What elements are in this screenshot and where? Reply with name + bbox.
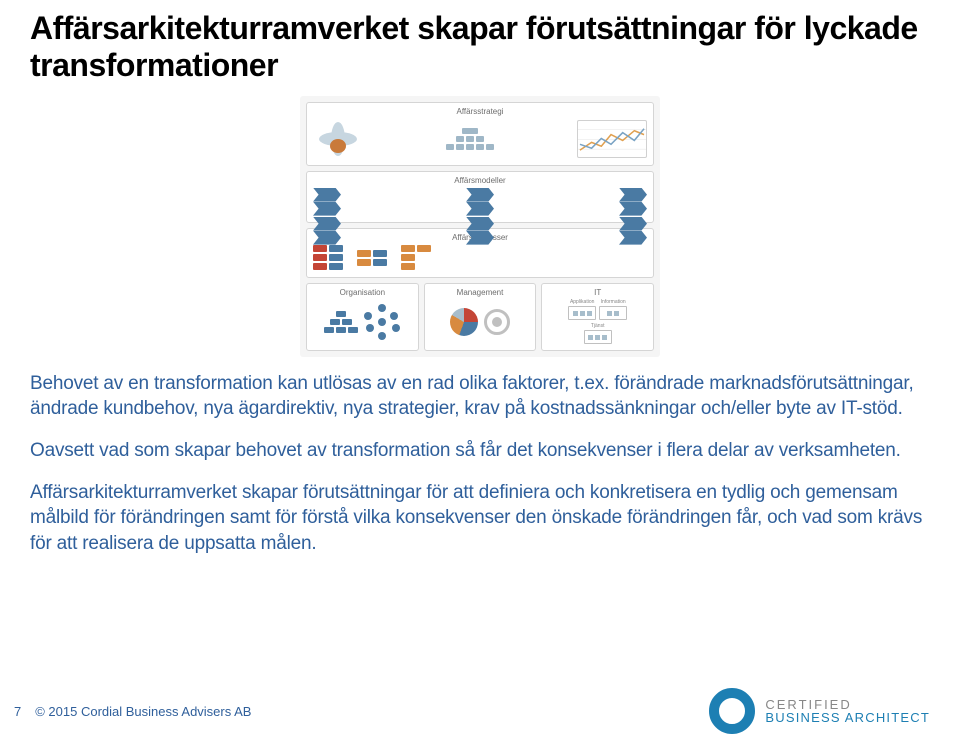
diagram-panel-models: Affärsmodeller bbox=[306, 171, 654, 223]
page-number: 7 bbox=[14, 704, 21, 719]
body-paragraph-2: Oavsett vad som skapar behovet av transf… bbox=[30, 438, 930, 464]
target-icon bbox=[484, 309, 510, 335]
diagram-panel-organisation: Organisation bbox=[306, 283, 419, 351]
copyright-text: © 2015 Cordial Business Advisers AB bbox=[35, 704, 251, 719]
panel-label: Organisation bbox=[313, 288, 412, 297]
body-paragraph-3: Affärsarkitekturramverket skapar förutsä… bbox=[30, 480, 930, 557]
body-paragraph-1: Behovet av en transformation kan utlösas… bbox=[30, 371, 930, 422]
process-block-icon bbox=[313, 245, 343, 270]
footer: 7 © 2015 Cordial Business Advisers AB CE… bbox=[14, 688, 930, 734]
piechart-icon bbox=[450, 308, 478, 336]
chevron-group-icon bbox=[619, 188, 647, 216]
panel-label: Affärsmodeller bbox=[313, 176, 647, 185]
diagram-panel-it: IT Applikation Information Tj bbox=[541, 283, 654, 351]
panel-label: Affärsstrategi bbox=[313, 107, 647, 116]
process-block-icon bbox=[401, 245, 431, 270]
footer-logo: CERTIFIED BUSINESS ARCHITECT bbox=[709, 688, 930, 734]
panel-label: IT bbox=[548, 288, 647, 297]
page-title: Affärsarkitekturramverket skapar förutsä… bbox=[30, 10, 930, 84]
diagram-panel-strategy: Affärsstrategi bbox=[306, 102, 654, 166]
process-block-icon bbox=[357, 250, 387, 266]
orgchart-icon bbox=[446, 128, 494, 150]
chevron-group-icon bbox=[466, 188, 494, 216]
it-app-icon: Applikation bbox=[568, 299, 596, 320]
network-icon bbox=[364, 304, 400, 340]
chevron-group-icon bbox=[313, 188, 341, 216]
architecture-diagram: Affärsstrategi Affärsmo bbox=[300, 96, 660, 357]
logo-ring-icon bbox=[709, 688, 755, 734]
linechart-icon bbox=[577, 120, 647, 158]
tree-icon bbox=[324, 311, 358, 333]
panel-label: Management bbox=[431, 288, 530, 297]
diagram-panel-management: Management bbox=[424, 283, 537, 351]
logo-line2: BUSINESS ARCHITECT bbox=[765, 711, 930, 724]
it-tech-icon: Tjänst bbox=[584, 323, 612, 344]
cross-icon bbox=[313, 119, 363, 159]
it-info-icon: Information bbox=[599, 299, 627, 320]
